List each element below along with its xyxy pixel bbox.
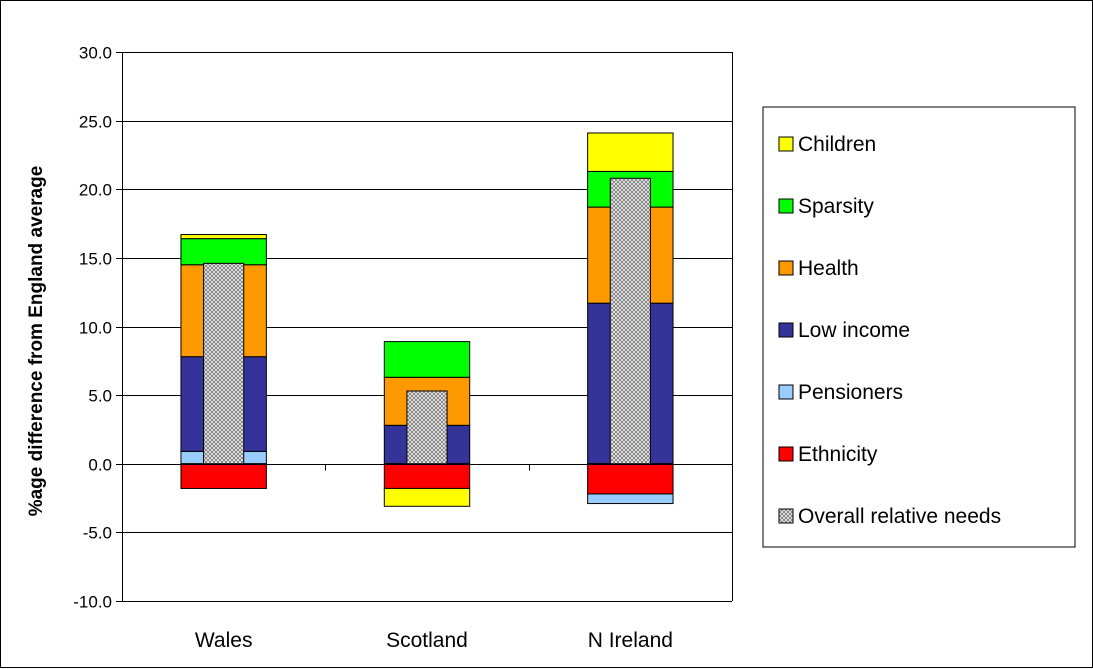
legend-label: Health [798, 257, 859, 280]
bar-overall-relative-needs [609, 177, 651, 465]
y-tick-label: 10.0 [79, 319, 112, 338]
legend-swatch [778, 384, 794, 400]
bar-segment-pensioners [587, 493, 674, 505]
legend-label: Low income [798, 319, 910, 342]
bar-segment-children [587, 132, 674, 172]
legend-swatch [778, 446, 794, 462]
bar-segment-children [180, 234, 267, 240]
legend-swatch [778, 136, 794, 152]
legend-label: Sparsity [798, 195, 874, 218]
y-axis-label: %age difference from England average [26, 166, 47, 517]
legend-swatch [778, 198, 794, 214]
legend-label: Overall relative needs [798, 505, 1001, 528]
y-tick-label: 5.0 [88, 387, 112, 406]
bar-segment-ethnicity [383, 463, 471, 489]
y-tick-label: 0.0 [88, 456, 112, 475]
bar-overall-relative-needs [203, 262, 245, 465]
y-tick-label: 30.0 [79, 44, 112, 63]
bar-segment-ethnicity [587, 463, 674, 495]
legend-swatch [778, 508, 794, 524]
y-tick-label: 20.0 [79, 181, 112, 200]
y-tick-label: -5.0 [83, 524, 112, 543]
legend-label: Children [798, 133, 876, 156]
x-tick-label: Wales [195, 629, 253, 652]
bar-overall-relative-needs [406, 390, 448, 465]
labels-layer: %age difference from England average -10… [26, 44, 673, 653]
y-tick-label: -10.0 [73, 593, 112, 612]
legend-box [762, 106, 1076, 548]
axes-layer [116, 52, 733, 602]
legend-swatch [778, 260, 794, 276]
bar-segment-ethnicity [180, 463, 267, 489]
y-tick-label: 15.0 [79, 250, 112, 269]
legend: Children Sparsity Health Low income Pensione… [762, 106, 1076, 548]
legend-label: Pensioners [798, 381, 903, 404]
bar-segment-children [383, 487, 471, 507]
x-tick-label: Scotland [386, 629, 468, 652]
legend-swatch [778, 322, 794, 338]
bar-segment-sparsity [180, 238, 267, 266]
y-tick-label: 25.0 [79, 113, 112, 132]
x-tick-label: N Ireland [588, 629, 673, 652]
bar-segment-sparsity [383, 341, 471, 378]
legend-label: Ethnicity [798, 443, 878, 466]
bars-layer [180, 132, 674, 507]
